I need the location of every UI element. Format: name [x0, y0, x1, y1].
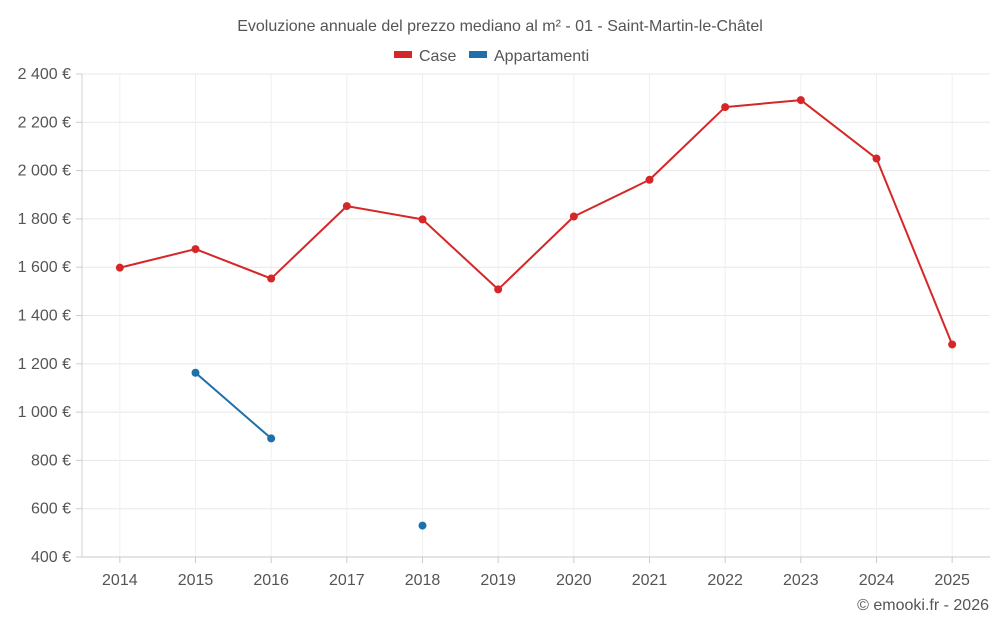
- x-tick-label: 2017: [329, 572, 365, 589]
- y-tick-label: 600 €: [31, 501, 71, 518]
- data-point-case[interactable]: [796, 96, 805, 105]
- data-point-case[interactable]: [872, 154, 881, 163]
- y-tick-label: 1 200 €: [18, 356, 71, 373]
- data-point-case[interactable]: [948, 340, 957, 349]
- x-tick-label: 2023: [783, 572, 819, 589]
- x-tick-label: 2015: [178, 572, 214, 589]
- legend-swatch-case: [394, 51, 412, 58]
- y-tick-label: 1 800 €: [18, 211, 71, 228]
- legend-swatch-appartamenti: [469, 51, 487, 58]
- data-point-case[interactable]: [115, 263, 124, 272]
- y-tick-label: 400 €: [31, 549, 71, 566]
- series-line-appartamenti: [194, 371, 272, 440]
- data-point-case[interactable]: [191, 245, 200, 254]
- y-tick-label: 1 400 €: [18, 308, 71, 325]
- data-point-case[interactable]: [721, 103, 730, 112]
- legend-item-appartamenti[interactable]: Appartamenti: [469, 48, 589, 65]
- legend-item-case[interactable]: Case: [394, 48, 456, 65]
- y-tick-label: 2 400 €: [18, 66, 71, 83]
- x-tick-label: 2016: [253, 572, 289, 589]
- x-tick-label: 2024: [859, 572, 895, 589]
- legend-label-case: Case: [419, 48, 456, 65]
- data-point-case[interactable]: [267, 274, 276, 283]
- y-tick-label: 1 600 €: [18, 259, 71, 276]
- series-case: [115, 96, 957, 349]
- y-tick-label: 1 000 €: [18, 404, 71, 421]
- data-point-appartamenti[interactable]: [191, 368, 200, 377]
- data-point-case[interactable]: [645, 175, 654, 184]
- credit-text: © emooki.fr - 2026: [857, 597, 989, 614]
- x-axis: 2014 2015 2016 2017 2018 2019 2020 2021 2022 2023…: [82, 556, 990, 589]
- series-appartamenti: [191, 368, 427, 530]
- x-tick-label: 2025: [934, 572, 970, 589]
- grid: [82, 73, 990, 558]
- chart-title: Evoluzione annuale del prezzo mediano al…: [237, 18, 763, 35]
- x-tick-label: 2014: [102, 572, 138, 589]
- data-point-appartamenti[interactable]: [267, 434, 276, 443]
- data-point-case[interactable]: [342, 202, 351, 211]
- y-tick-label: 800 €: [31, 452, 71, 469]
- data-point-case[interactable]: [569, 212, 578, 221]
- x-tick-label: 2022: [707, 572, 743, 589]
- x-tick-label: 2020: [556, 572, 592, 589]
- data-point-case[interactable]: [494, 285, 503, 294]
- series-group: [115, 96, 957, 530]
- y-tick-label: 2 200 €: [18, 114, 71, 131]
- legend-label-appartamenti: Appartamenti: [494, 48, 589, 65]
- legend[interactable]: Case Appartamenti: [394, 48, 589, 65]
- x-tick-label: 2018: [405, 572, 441, 589]
- x-tick-label: 2019: [480, 572, 516, 589]
- x-tick-label: 2021: [632, 572, 668, 589]
- data-point-case[interactable]: [418, 215, 427, 224]
- y-axis: 400 € 600 € 800 € 1 000 € 1 200 € 1 400 € 1 60…: [18, 66, 83, 566]
- series-line-case: [119, 99, 954, 345]
- y-tick-label: 2 000 €: [18, 163, 71, 180]
- data-point-appartamenti[interactable]: [418, 521, 427, 530]
